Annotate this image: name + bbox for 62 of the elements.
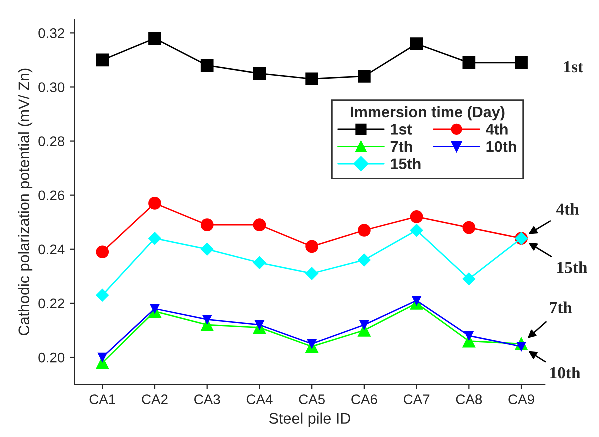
point [410, 38, 424, 50]
legend-label: 15th [391, 158, 421, 170]
point [255, 320, 264, 330]
x-tick-label: CA2 [142, 394, 168, 404]
x-tick-label: CA5 [299, 394, 326, 404]
point [462, 272, 476, 286]
y-tick-label: 0.22 [38, 298, 64, 309]
y-tick-label: 0.20 [38, 352, 65, 363]
point [96, 246, 110, 259]
y-tick-label: 0.30 [38, 82, 65, 92]
point [253, 67, 266, 80]
x-tick-label: CA1 [90, 394, 116, 404]
point [150, 304, 160, 314]
point [464, 331, 474, 341]
point [96, 288, 110, 302]
x-tick-label: CA7 [404, 394, 430, 404]
point [358, 70, 371, 83]
annotation: 1st [564, 61, 584, 73]
y-axis-title: Cathodic polarization potential (mV/ Zn) [18, 68, 33, 336]
annotation: 10th [550, 366, 581, 379]
point [96, 54, 110, 67]
point [306, 240, 318, 254]
point [148, 32, 162, 46]
legend-label: 7th [390, 140, 412, 152]
point [307, 339, 317, 349]
point [98, 352, 108, 362]
legend-label: 10th [486, 140, 516, 152]
y-tick-label: 0.26 [38, 190, 65, 201]
point [306, 267, 318, 280]
point [148, 197, 162, 210]
point [148, 232, 162, 246]
legend-label: 4th [486, 124, 508, 135]
x-tick-label: CA8 [456, 394, 482, 404]
point [358, 224, 371, 237]
x-tick-label: CA6 [352, 394, 378, 404]
annotation: 15th [558, 262, 588, 274]
point [200, 59, 214, 72]
x-tick-label: CA4 [246, 394, 273, 404]
point [412, 296, 422, 306]
x-axis-title: Steel pile ID [269, 412, 350, 428]
y-tick-label: 0.24 [38, 244, 65, 255]
y-tick-label: 0.28 [38, 136, 65, 146]
y-tick-label: 0.32 [38, 28, 64, 38]
annotation: 4th [556, 203, 580, 215]
point [200, 243, 214, 256]
legend-title: Immersion time (Day) [351, 106, 505, 121]
point [462, 56, 476, 70]
point [202, 315, 212, 324]
point [358, 254, 371, 267]
point [360, 320, 370, 330]
point [410, 224, 424, 237]
point [253, 218, 266, 232]
x-tick-label: CA9 [508, 394, 534, 404]
point [462, 221, 476, 234]
point [410, 210, 424, 224]
legend-label: 1st [391, 124, 412, 135]
annotation: 7th [550, 302, 572, 314]
point [253, 256, 266, 270]
point [306, 72, 318, 86]
point [200, 218, 214, 232]
point [515, 56, 528, 70]
x-tick-label: CA3 [194, 394, 220, 404]
